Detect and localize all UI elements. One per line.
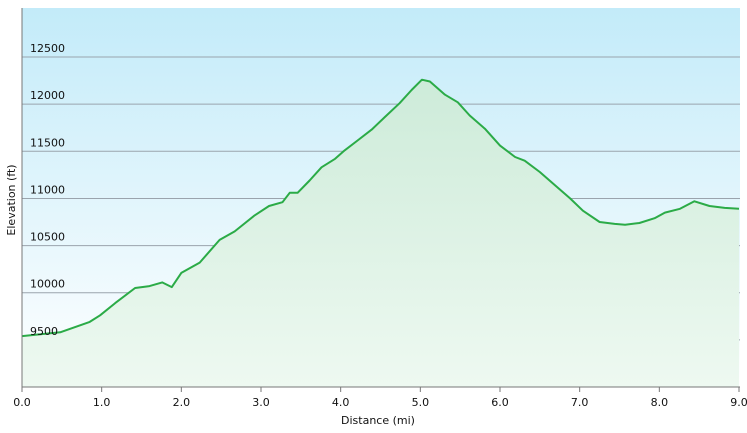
x-tick-label: 8.0: [651, 396, 669, 409]
x-tick-label: 3.0: [252, 396, 270, 409]
x-tick-label: 9.0: [730, 396, 747, 409]
y-tick-label: 12000: [30, 89, 65, 102]
area-fill: [22, 79, 739, 387]
x-tick-label: 2.0: [173, 396, 191, 409]
x-tick-label: 0.0: [13, 396, 31, 409]
x-axis-title: Distance (mi): [341, 414, 415, 427]
x-tick-label: 1.0: [93, 396, 111, 409]
elevation-line: [21, 78, 740, 338]
x-tick-label: 6.0: [491, 396, 509, 409]
x-tick-label: 7.0: [571, 396, 589, 409]
y-tick-label: 11500: [30, 136, 65, 149]
y-tick-label: 9500: [30, 325, 58, 338]
y-tick-label: 10500: [30, 231, 65, 244]
y-tick-label: 11000: [30, 183, 65, 196]
x-tick-label: 5.0: [412, 396, 430, 409]
y-tick-label: 10000: [30, 278, 65, 291]
y-axis-title: Elevation (ft): [5, 164, 18, 235]
y-tick-label: 12500: [30, 42, 65, 55]
x-tick-label: 4.0: [332, 396, 350, 409]
